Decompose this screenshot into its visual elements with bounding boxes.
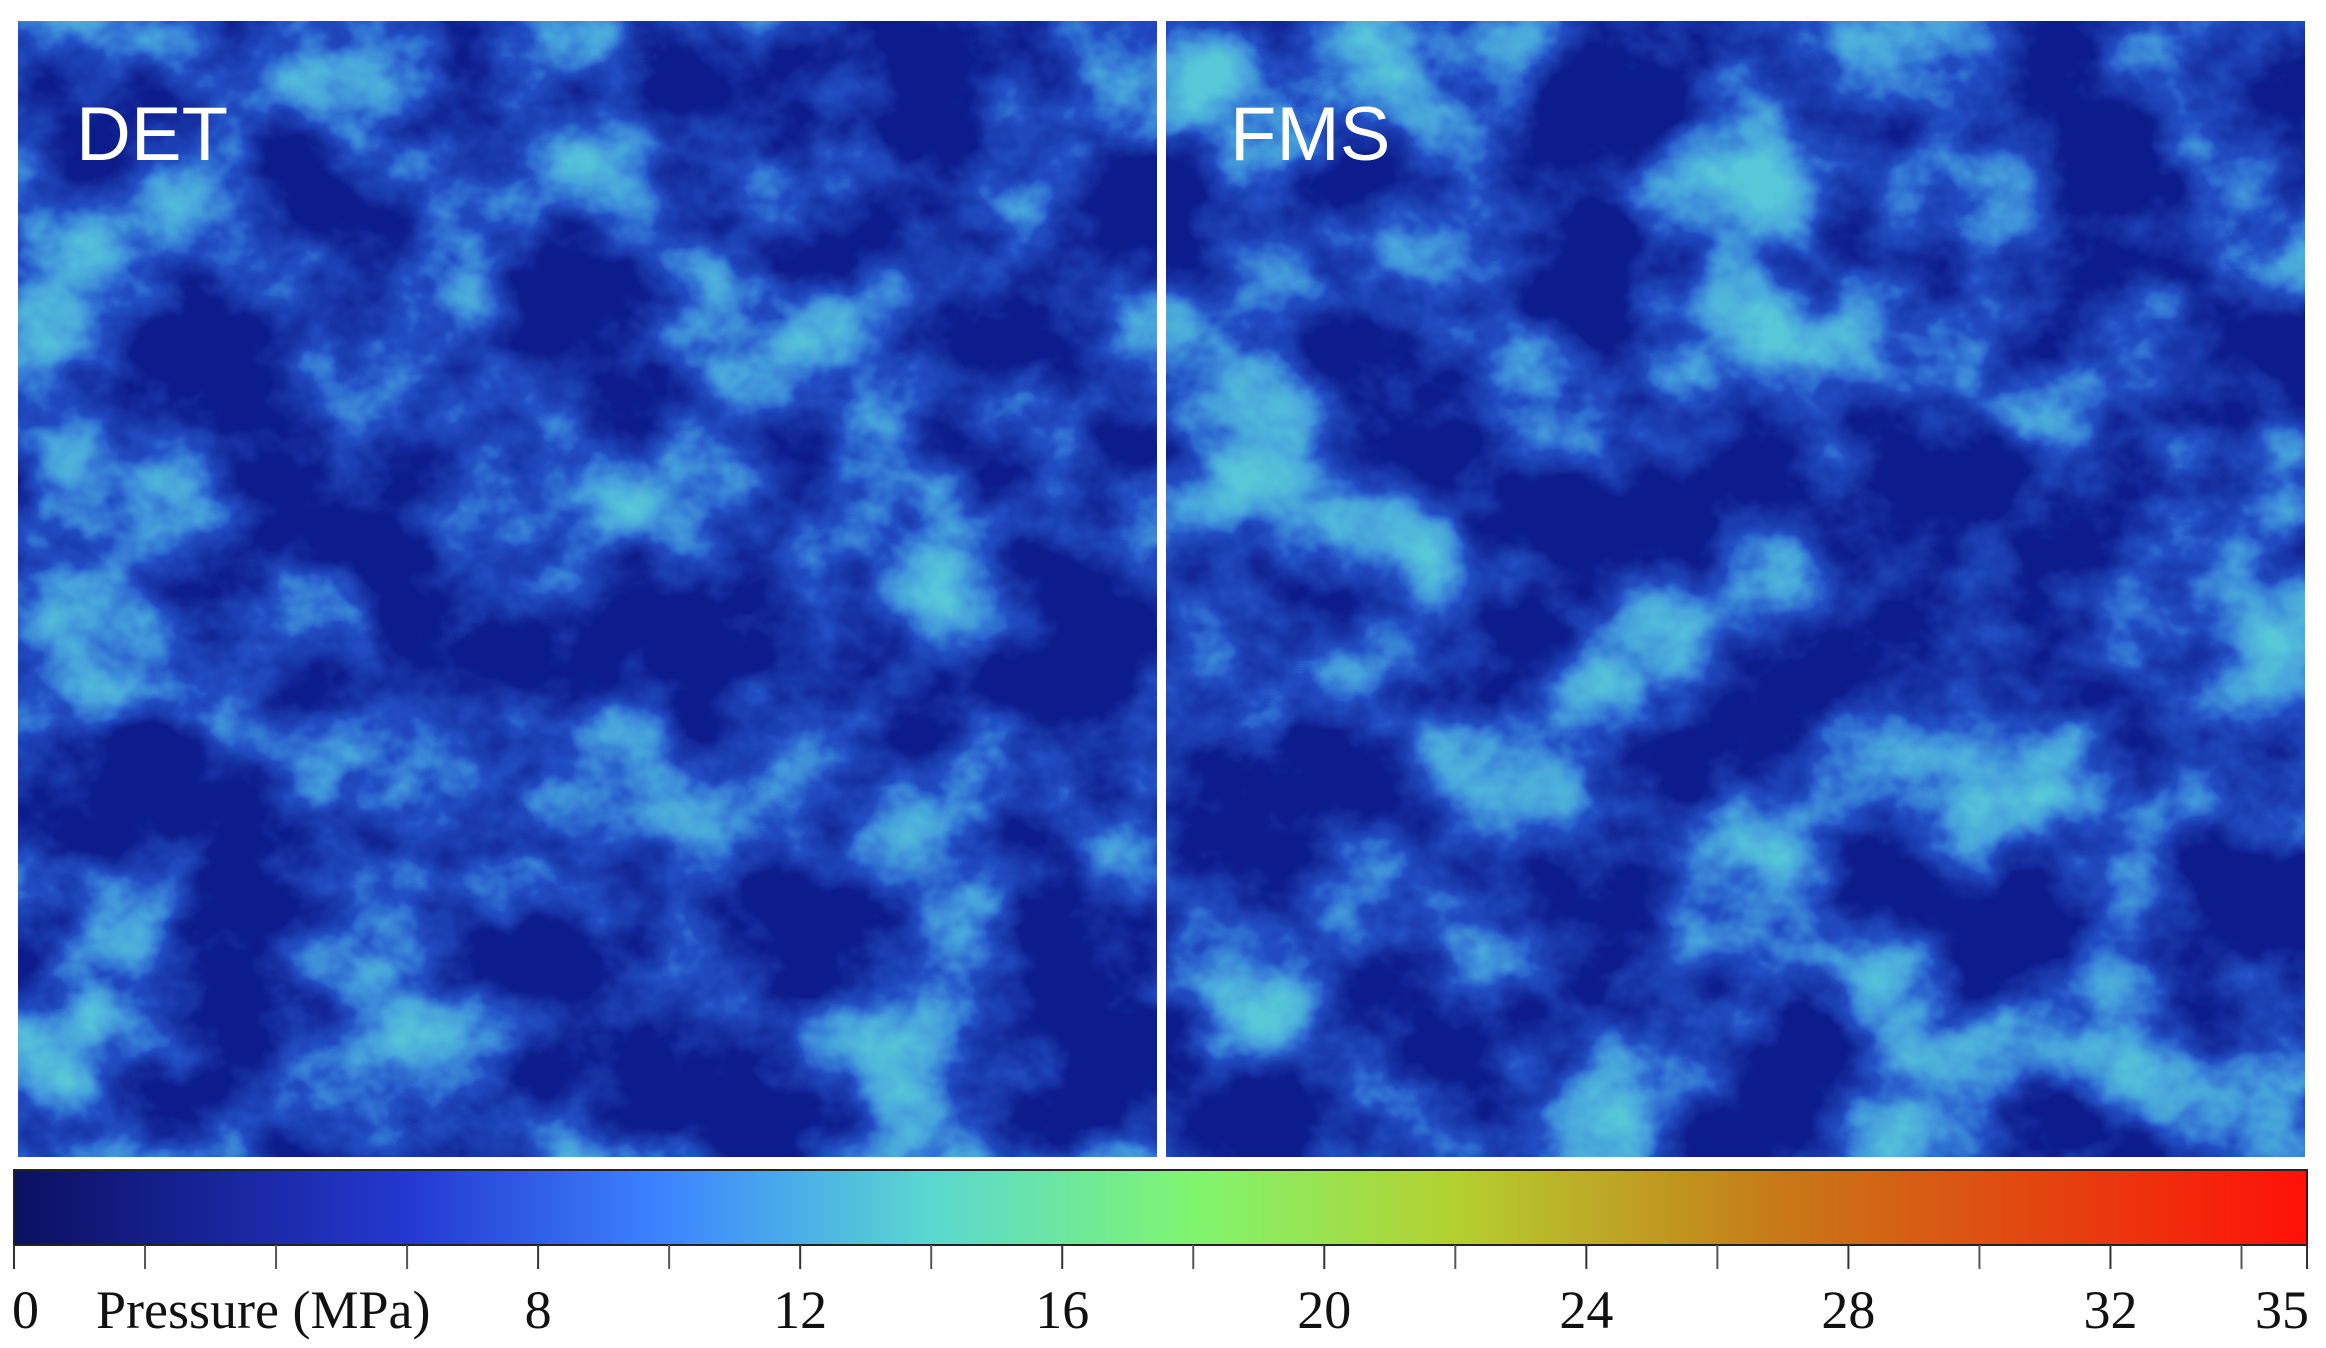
tick-label: 0 [12, 1280, 39, 1340]
pressure-field-high [18, 21, 1157, 1157]
panel-label: FMS [1230, 92, 1390, 177]
panel-fms: FMS [1166, 21, 2305, 1157]
colorbar: 0 8 12 16 20 24 28 32 35 Pressure (MPa) [12, 1169, 2309, 1340]
pressure-field-high [1166, 21, 2305, 1157]
panel-label: DET [76, 92, 228, 177]
tick-label: 8 [525, 1280, 552, 1340]
panel-det: DET [18, 21, 1157, 1157]
tick-label: 32 [2083, 1280, 2137, 1340]
tick-label: 24 [1559, 1280, 1613, 1340]
tick-label: 16 [1035, 1280, 1089, 1340]
tick-label: 12 [773, 1280, 827, 1340]
tick-label: 20 [1297, 1280, 1351, 1340]
tick-label: 28 [1821, 1280, 1875, 1340]
colorbar-gradient [13, 1169, 2308, 1246]
tick-label: 35 [2255, 1280, 2309, 1340]
colorbar-title: Pressure (MPa) [96, 1280, 430, 1340]
